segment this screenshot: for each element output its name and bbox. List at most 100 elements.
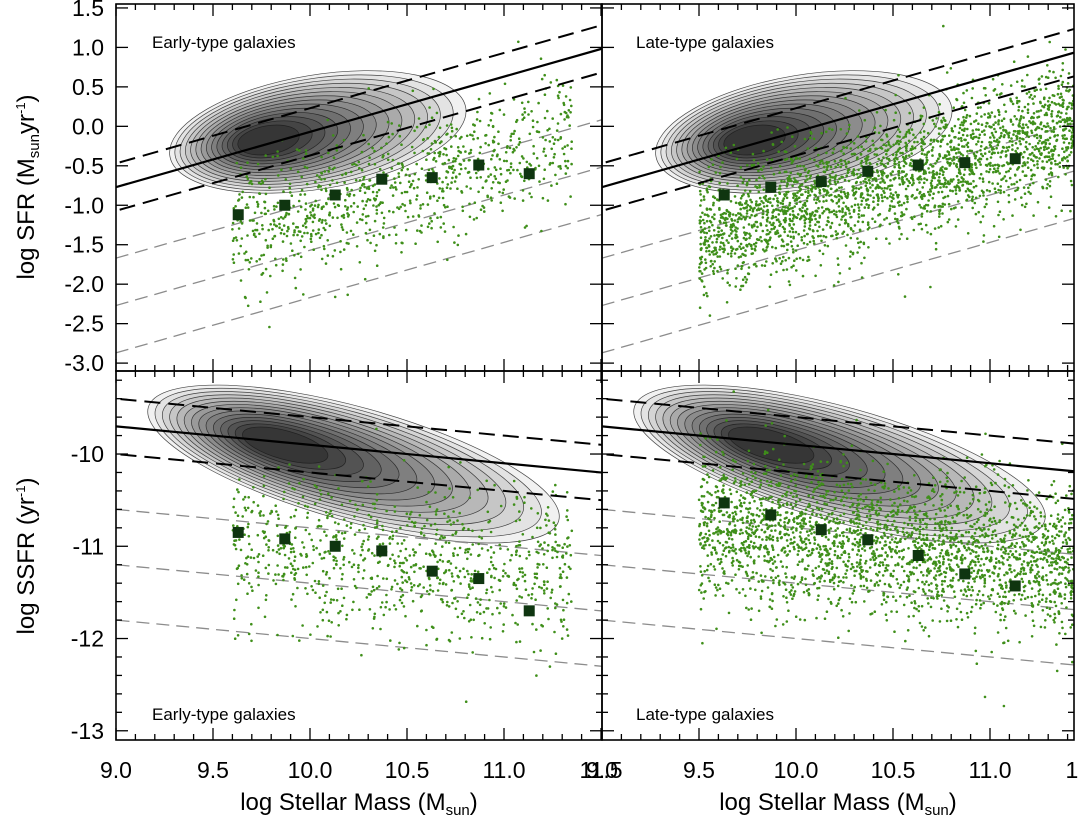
scatter-point bbox=[752, 223, 756, 226]
scatter-point bbox=[429, 148, 433, 151]
scatter-point bbox=[700, 280, 704, 283]
scatter-point bbox=[846, 206, 850, 210]
scatter-point bbox=[356, 205, 360, 208]
scatter-point bbox=[327, 170, 331, 173]
scatter-point bbox=[782, 218, 786, 222]
scatter-point bbox=[1066, 166, 1069, 170]
scatter-point bbox=[240, 574, 243, 577]
scatter-point bbox=[875, 147, 878, 151]
scatter-point bbox=[1026, 126, 1030, 129]
scatter-point bbox=[796, 172, 800, 175]
scatter-point bbox=[340, 532, 344, 535]
scatter-point bbox=[699, 219, 702, 223]
scatter-point bbox=[281, 269, 284, 273]
scatter-point bbox=[556, 94, 560, 97]
scatter-point bbox=[446, 600, 449, 604]
scatter-point bbox=[566, 114, 569, 117]
scatter-point bbox=[566, 144, 569, 147]
scatter-point bbox=[453, 168, 456, 172]
scatter-point bbox=[328, 166, 331, 170]
scatter-point bbox=[954, 135, 957, 139]
scatter-point bbox=[413, 172, 417, 176]
scatter-point bbox=[528, 192, 531, 195]
scatter-point bbox=[239, 219, 242, 223]
scatter-point bbox=[326, 514, 329, 518]
scatter-point bbox=[415, 125, 419, 129]
scatter-point bbox=[905, 130, 909, 134]
scatter-point bbox=[353, 515, 356, 518]
scatter-point bbox=[858, 229, 862, 232]
scatter-point bbox=[333, 295, 337, 299]
scatter-point bbox=[761, 212, 765, 216]
median-marker bbox=[523, 168, 535, 180]
scatter-point bbox=[255, 260, 258, 263]
scatter-point bbox=[976, 106, 980, 109]
scatter-point bbox=[1019, 115, 1023, 118]
scatter-point bbox=[773, 225, 777, 229]
scatter-point bbox=[1038, 139, 1041, 143]
scatter-point bbox=[980, 529, 984, 532]
scatter-point bbox=[239, 166, 243, 169]
scatter-point bbox=[508, 196, 512, 199]
scatter-point bbox=[755, 200, 758, 203]
scatter-point bbox=[962, 145, 966, 148]
scatter-point bbox=[340, 577, 344, 581]
scatter-point bbox=[491, 154, 494, 157]
scatter-point bbox=[818, 200, 821, 203]
scatter-point bbox=[853, 574, 856, 577]
scatter-point bbox=[902, 164, 906, 168]
scatter-point bbox=[320, 155, 323, 159]
scatter-point bbox=[823, 617, 827, 620]
scatter-point bbox=[445, 153, 448, 157]
scatter-point bbox=[434, 160, 438, 163]
scatter-point bbox=[754, 241, 758, 245]
scatter-point bbox=[1060, 83, 1064, 86]
scatter-point bbox=[296, 233, 299, 237]
median-marker bbox=[473, 159, 485, 171]
scatter-point bbox=[498, 588, 502, 592]
scatter-point bbox=[1013, 593, 1016, 597]
scatter-point bbox=[751, 209, 755, 213]
scatter-point bbox=[713, 266, 716, 270]
scatter-point bbox=[799, 184, 802, 187]
scatter-point bbox=[758, 176, 761, 179]
scatter-point bbox=[890, 533, 893, 537]
scatter-point bbox=[971, 172, 974, 175]
scatter-point bbox=[1007, 600, 1011, 603]
scatter-point bbox=[899, 583, 903, 587]
scatter-point bbox=[718, 265, 722, 269]
scatter-point bbox=[954, 192, 958, 195]
scatter-point bbox=[288, 463, 291, 466]
scatter-point bbox=[505, 146, 509, 149]
scatter-point bbox=[867, 206, 870, 209]
scatter-point bbox=[1007, 169, 1010, 173]
scatter-point bbox=[486, 510, 490, 514]
scatter-point bbox=[813, 193, 816, 197]
scatter-point bbox=[251, 589, 254, 592]
scatter-point bbox=[763, 196, 767, 199]
scatter-point bbox=[473, 130, 476, 133]
scatter-point bbox=[382, 216, 386, 220]
scatter-point bbox=[432, 553, 436, 556]
scatter-point bbox=[451, 160, 455, 163]
scatter-point bbox=[865, 162, 868, 165]
scatter-point bbox=[425, 500, 428, 504]
scatter-point bbox=[905, 237, 909, 240]
scatter-point bbox=[785, 193, 788, 196]
scatter-point bbox=[231, 239, 235, 242]
scatter-point bbox=[745, 212, 749, 215]
scatter-point bbox=[899, 151, 902, 155]
scatter-point bbox=[289, 167, 293, 170]
scatter-point bbox=[543, 73, 546, 77]
scatter-point bbox=[564, 172, 568, 175]
scatter-point bbox=[985, 170, 988, 173]
scatter-point bbox=[731, 213, 735, 216]
scatter-point bbox=[709, 562, 713, 566]
scatter-point bbox=[955, 156, 959, 159]
scatter-point bbox=[488, 92, 492, 95]
scatter-point bbox=[1021, 109, 1024, 113]
scatter-point bbox=[1048, 96, 1051, 100]
scatter-point bbox=[454, 134, 458, 138]
scatter-point bbox=[559, 136, 563, 139]
scatter-point bbox=[821, 252, 825, 256]
